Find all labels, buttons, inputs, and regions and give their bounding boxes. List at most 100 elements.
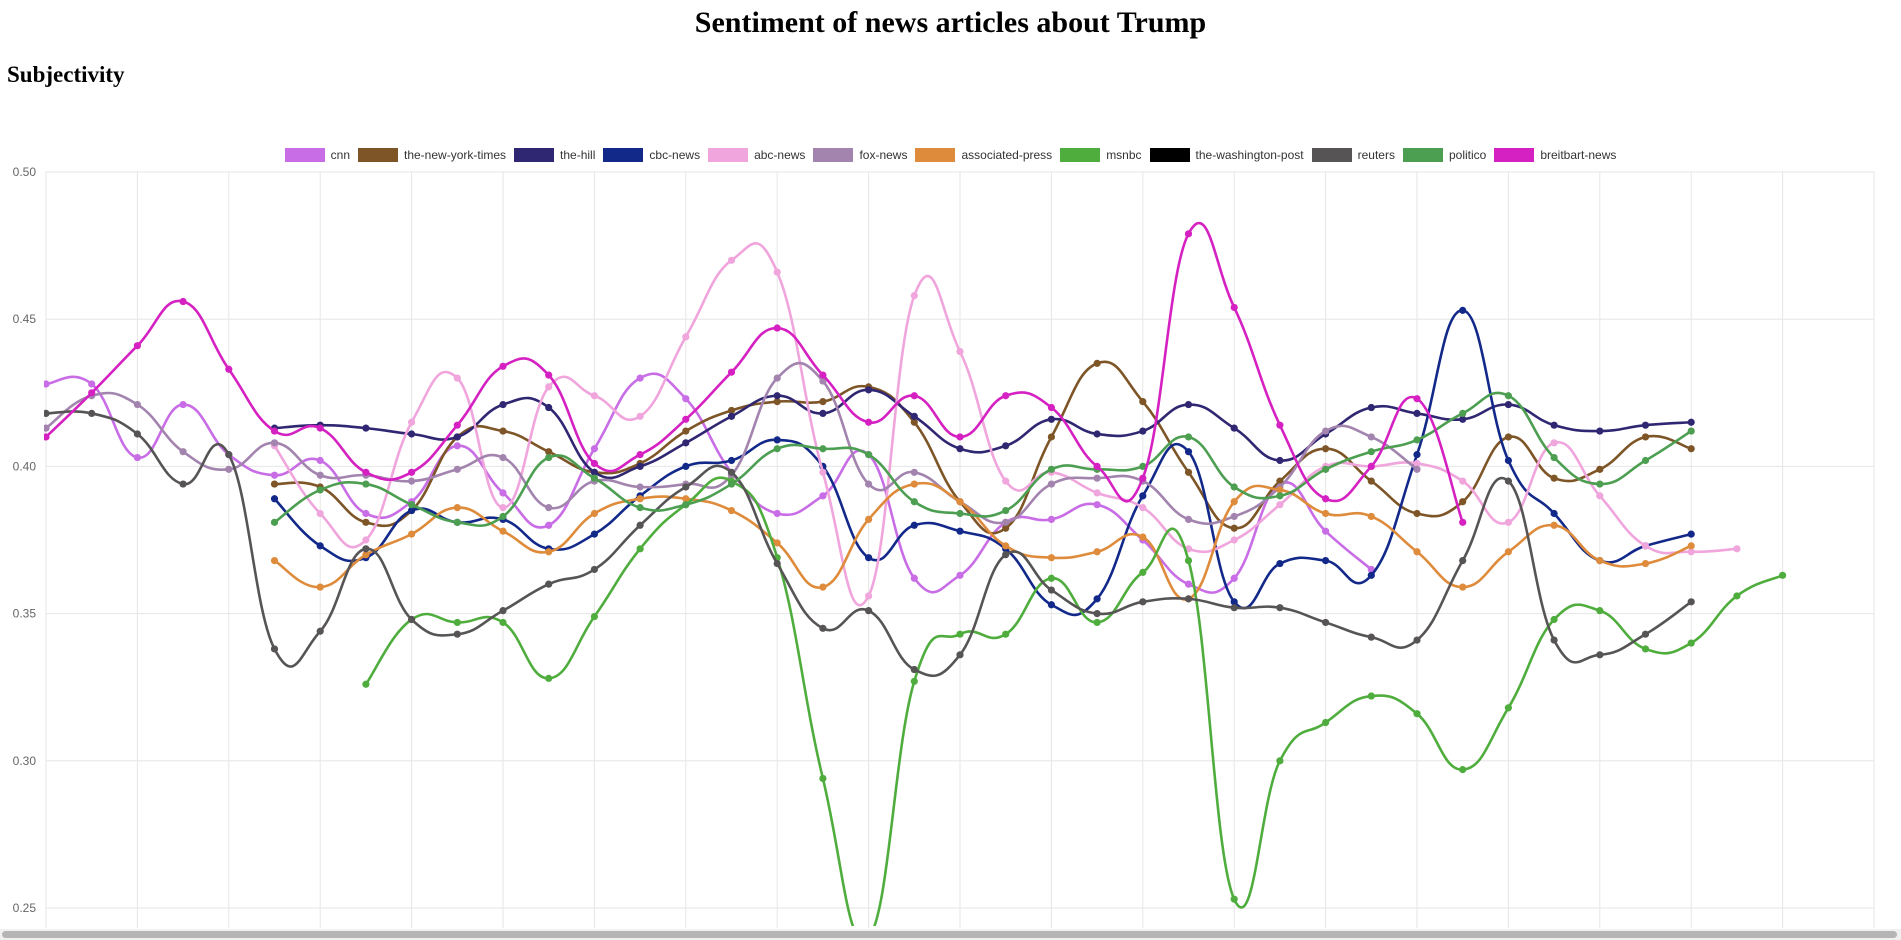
data-point-breitbart-news	[1139, 474, 1147, 482]
data-point-reuters	[408, 615, 416, 624]
data-point-reuters	[1641, 630, 1650, 638]
series-reuters	[44, 409, 1695, 678]
series-the-hill	[270, 386, 1695, 480]
data-point-associated-press	[865, 515, 873, 523]
data-point-breitbart-news	[179, 297, 187, 306]
data-point-associated-press	[545, 548, 553, 556]
data-point-breitbart-news	[956, 433, 964, 441]
data-point-politico	[362, 480, 370, 488]
data-point-fox-news	[1322, 427, 1330, 435]
data-point-fox-news	[865, 480, 873, 488]
legend-item-abc-news[interactable]: abc-news	[708, 148, 805, 162]
legend-item-associated-press[interactable]: associated-press	[915, 148, 1052, 162]
data-point-the-hill	[1687, 418, 1695, 426]
data-point-fox-news	[453, 465, 461, 473]
data-point-politico	[773, 445, 781, 453]
data-point-associated-press	[453, 504, 461, 512]
data-point-abc-news	[590, 392, 599, 400]
data-point-reuters	[1093, 610, 1101, 618]
data-point-cbc-news	[1504, 456, 1512, 465]
data-point-reuters	[545, 580, 553, 588]
legend-item-breitbart-news[interactable]: breitbart-news	[1494, 148, 1616, 162]
data-point-the-hill	[1093, 430, 1101, 438]
data-point-abc-news	[727, 256, 736, 264]
data-point-associated-press	[270, 557, 279, 565]
data-point-reuters	[1002, 551, 1010, 559]
data-point-reuters	[636, 521, 644, 529]
data-point-abc-news	[453, 374, 461, 382]
data-point-msnbc	[1504, 704, 1512, 712]
series-line-the-new-york-times	[274, 360, 1692, 535]
chart-legend: cnn the-new-york-times the-hill cbc-news abc…	[0, 146, 1901, 164]
data-point-cbc-news	[1322, 557, 1330, 565]
legend-item-the-washington-post[interactable]: the-washington-post	[1149, 148, 1304, 162]
legend-item-the-new-york-times[interactable]: the-new-york-times	[358, 148, 506, 162]
data-point-the-hill	[956, 445, 964, 453]
data-point-the-new-york-times	[773, 398, 781, 406]
data-point-politico	[1367, 448, 1375, 456]
data-point-fox-news	[1093, 474, 1101, 482]
data-point-abc-news	[1002, 477, 1010, 485]
data-point-fox-news	[545, 504, 553, 512]
data-point-politico	[1413, 436, 1421, 444]
data-point-reuters	[590, 565, 599, 574]
series-politico	[270, 391, 1695, 528]
data-point-cnn	[590, 445, 599, 453]
legend-item-reuters[interactable]: reuters	[1311, 148, 1395, 162]
y-tick-label: 0.40	[13, 459, 37, 473]
data-point-politico	[408, 501, 416, 509]
data-point-the-hill	[590, 468, 599, 476]
horizontal-scrollbar[interactable]	[0, 929, 1901, 940]
legend-item-cnn[interactable]: cnn	[284, 148, 350, 162]
data-point-cnn	[316, 456, 324, 465]
data-point-breitbart-news	[270, 427, 279, 435]
data-point-cbc-news	[1093, 595, 1101, 603]
series-fox-news	[44, 361, 1421, 526]
data-point-cbc-news	[1550, 509, 1558, 518]
legend-label: the-hill	[560, 148, 596, 162]
data-point-politico	[1230, 483, 1238, 491]
data-point-reuters	[1367, 633, 1375, 641]
data-point-politico	[956, 509, 964, 518]
y-tick-label: 0.25	[13, 901, 37, 915]
data-point-cnn	[1184, 580, 1193, 588]
data-point-the-hill	[682, 439, 690, 447]
data-point-the-new-york-times	[682, 427, 690, 435]
series-line-cbc-news	[273, 309, 1692, 617]
data-point-politico	[1641, 456, 1650, 465]
series-associated-press	[270, 480, 1695, 603]
data-point-cnn	[545, 521, 553, 529]
data-point-abc-news	[910, 292, 918, 300]
data-point-msnbc	[545, 674, 553, 682]
series-msnbc	[362, 476, 1787, 926]
data-point-breitbart-news	[453, 421, 461, 429]
legend-item-cbc-news[interactable]: cbc-news	[603, 148, 700, 162]
data-point-politico	[727, 480, 736, 488]
legend-label: breitbart-news	[1540, 148, 1617, 162]
legend-item-msnbc[interactable]: msnbc	[1060, 148, 1142, 162]
data-point-the-hill	[1047, 415, 1055, 423]
legend-item-politico[interactable]: politico	[1402, 148, 1486, 162]
data-point-msnbc	[499, 618, 507, 627]
data-point-politico	[1276, 492, 1284, 500]
data-point-breitbart-news	[636, 451, 644, 459]
data-point-cnn	[179, 400, 187, 409]
data-point-the-hill	[408, 430, 416, 438]
data-point-the-new-york-times	[1413, 509, 1421, 518]
data-point-cnn	[1230, 574, 1238, 582]
data-point-the-new-york-times	[1504, 433, 1512, 441]
data-point-abc-news	[1504, 518, 1512, 526]
legend-swatch	[1402, 148, 1443, 162]
legend-item-the-hill[interactable]: the-hill	[514, 148, 595, 162]
scrollbar-thumb[interactable]	[2, 931, 1897, 938]
data-point-the-hill	[545, 403, 553, 412]
data-point-the-new-york-times	[1276, 477, 1284, 485]
data-point-cbc-news	[1459, 306, 1467, 314]
page-title: Sentiment of news articles about Trump	[694, 6, 1207, 39]
data-point-the-hill	[1184, 400, 1193, 409]
data-point-the-hill	[1641, 421, 1650, 429]
data-point-msnbc	[1459, 766, 1467, 774]
legend-label: associated-press	[961, 148, 1053, 162]
data-point-fox-news	[636, 483, 644, 491]
legend-item-fox-news[interactable]: fox-news	[813, 148, 907, 162]
